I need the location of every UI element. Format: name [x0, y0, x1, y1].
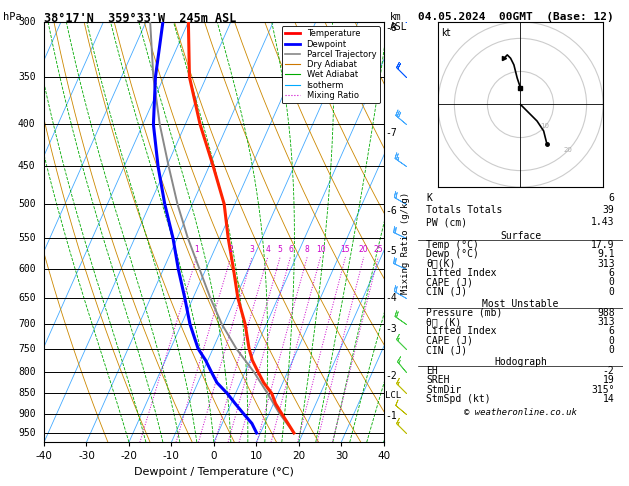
Text: 25: 25: [374, 244, 383, 254]
Text: 20: 20: [359, 244, 369, 254]
Text: CAPE (J): CAPE (J): [426, 336, 474, 346]
Text: EH: EH: [426, 366, 438, 376]
Text: Totals Totals: Totals Totals: [426, 205, 503, 215]
Text: 750: 750: [18, 344, 35, 354]
Text: 988: 988: [597, 308, 615, 318]
Text: θᴄ(K): θᴄ(K): [426, 259, 456, 269]
Text: 6: 6: [609, 327, 615, 336]
Legend: Temperature, Dewpoint, Parcel Trajectory, Dry Adiabat, Wet Adiabat, Isotherm, Mi: Temperature, Dewpoint, Parcel Trajectory…: [282, 26, 379, 103]
Text: 14: 14: [603, 394, 615, 404]
Text: 650: 650: [18, 293, 35, 303]
Text: 1: 1: [194, 244, 199, 254]
Text: ASL: ASL: [390, 22, 408, 32]
Text: kt: kt: [441, 29, 451, 38]
Text: -4: -4: [386, 293, 397, 303]
Text: 9.1: 9.1: [597, 249, 615, 260]
Text: StmDir: StmDir: [426, 384, 462, 395]
Text: 900: 900: [18, 409, 35, 419]
Text: 0: 0: [609, 336, 615, 346]
Text: Pressure (mb): Pressure (mb): [426, 308, 503, 318]
Text: Dewp (°C): Dewp (°C): [426, 249, 479, 260]
Text: 39: 39: [603, 205, 615, 215]
Text: -3: -3: [386, 324, 397, 334]
Text: 04.05.2024  00GMT  (Base: 12): 04.05.2024 00GMT (Base: 12): [418, 12, 614, 22]
Text: 0: 0: [609, 278, 615, 287]
Text: 550: 550: [18, 233, 35, 243]
Text: 10: 10: [540, 123, 548, 129]
Text: LCL: LCL: [386, 391, 401, 400]
Text: 8: 8: [305, 244, 309, 254]
Text: 38°17'N  359°33'W  245m ASL: 38°17'N 359°33'W 245m ASL: [44, 12, 237, 25]
Text: 850: 850: [18, 388, 35, 399]
Text: -7: -7: [386, 128, 397, 139]
Text: 350: 350: [18, 72, 35, 82]
Text: 17.9: 17.9: [591, 240, 615, 250]
Text: Mixing Ratio (g/kg): Mixing Ratio (g/kg): [401, 192, 410, 294]
Text: 5: 5: [277, 244, 282, 254]
Text: Temp (°C): Temp (°C): [426, 240, 479, 250]
Text: 10: 10: [316, 244, 325, 254]
Text: 4: 4: [265, 244, 270, 254]
Text: Lifted Index: Lifted Index: [426, 327, 497, 336]
Text: 700: 700: [18, 319, 35, 329]
Text: 450: 450: [18, 161, 35, 172]
Text: km: km: [390, 12, 402, 22]
Text: 600: 600: [18, 264, 35, 274]
Text: 20: 20: [564, 147, 572, 153]
Text: 950: 950: [18, 428, 35, 438]
Text: 19: 19: [603, 375, 615, 385]
Text: 800: 800: [18, 367, 35, 377]
Text: 3: 3: [250, 244, 255, 254]
Text: Lifted Index: Lifted Index: [426, 268, 497, 278]
Text: 500: 500: [18, 199, 35, 209]
Text: 15: 15: [341, 244, 350, 254]
Text: 315°: 315°: [591, 384, 615, 395]
Text: -8: -8: [386, 23, 397, 33]
Text: CIN (J): CIN (J): [426, 345, 467, 355]
Text: 313: 313: [597, 317, 615, 327]
Text: 400: 400: [18, 120, 35, 129]
Text: -2: -2: [386, 371, 397, 381]
Text: θᴄ (K): θᴄ (K): [426, 317, 462, 327]
Text: 313: 313: [597, 259, 615, 269]
Text: Hodograph: Hodograph: [494, 357, 547, 367]
Text: © weatheronline.co.uk: © weatheronline.co.uk: [464, 408, 577, 417]
Text: -1: -1: [386, 411, 397, 421]
Text: -2: -2: [603, 366, 615, 376]
Text: 6: 6: [609, 193, 615, 203]
Text: CIN (J): CIN (J): [426, 287, 467, 297]
Text: 1.43: 1.43: [591, 217, 615, 227]
Text: -6: -6: [386, 206, 397, 216]
Text: 6: 6: [609, 268, 615, 278]
Text: 0: 0: [609, 287, 615, 297]
Text: PW (cm): PW (cm): [426, 217, 467, 227]
Text: Most Unstable: Most Unstable: [482, 298, 559, 309]
Text: 2: 2: [228, 244, 233, 254]
Text: CAPE (J): CAPE (J): [426, 278, 474, 287]
Text: StmSpd (kt): StmSpd (kt): [426, 394, 491, 404]
Text: 0: 0: [609, 345, 615, 355]
Text: Surface: Surface: [500, 230, 541, 241]
Text: hPa: hPa: [3, 12, 22, 22]
Text: K: K: [426, 193, 432, 203]
Text: 300: 300: [18, 17, 35, 27]
Text: SREH: SREH: [426, 375, 450, 385]
Text: -5: -5: [386, 246, 397, 256]
Text: 6: 6: [288, 244, 293, 254]
X-axis label: Dewpoint / Temperature (°C): Dewpoint / Temperature (°C): [134, 467, 294, 477]
